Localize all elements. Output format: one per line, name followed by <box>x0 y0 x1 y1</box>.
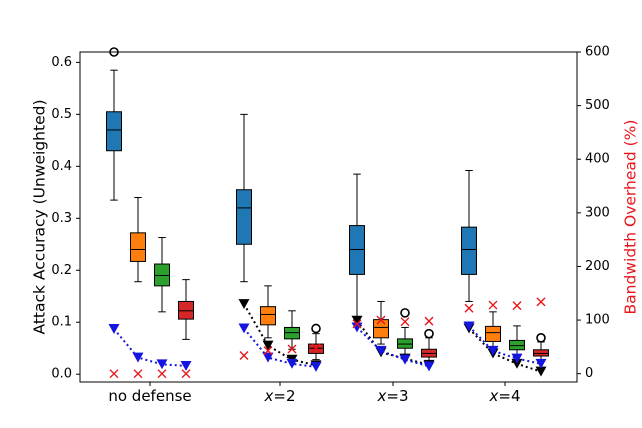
blue-series-point <box>535 358 547 369</box>
y-left-tick-label: 0.2 <box>51 263 72 278</box>
y-right-tick-label: 500 <box>585 98 610 113</box>
black-series-line <box>356 320 430 366</box>
y-right-tick-label: 200 <box>585 259 610 274</box>
overhead-cross <box>424 316 434 326</box>
y-left-tick-label: 0.5 <box>51 107 72 122</box>
black-series-point <box>238 299 250 309</box>
black-series-point <box>262 340 274 351</box>
y-axis-right-label: Bandwidth Overhead (%) <box>622 120 640 315</box>
overhead-cross <box>239 350 249 360</box>
overhead-cross <box>133 369 143 379</box>
blue-series-point <box>262 352 274 363</box>
y-left-tick-label: 0.6 <box>51 55 72 70</box>
overhead-cross <box>311 343 321 353</box>
blue-series-point <box>423 361 435 372</box>
box <box>284 326 300 340</box>
outlier-point <box>400 308 410 318</box>
box <box>485 325 501 342</box>
y-left-tick-label: 0.1 <box>51 315 72 330</box>
blue-series-point <box>238 323 250 334</box>
y-right-tick-label: 100 <box>585 313 610 328</box>
box <box>236 189 252 245</box>
overhead-cross <box>488 300 498 310</box>
blue-series-point <box>511 353 523 364</box>
blue-series-line <box>113 328 187 367</box>
blue-series-line <box>243 327 317 368</box>
blue-series-point <box>132 352 144 363</box>
y-right-tick-label: 0 <box>585 366 593 381</box>
outlier-point <box>536 333 546 343</box>
black-series-point <box>351 315 363 326</box>
y-left-tick-label: 0.4 <box>51 159 72 174</box>
box <box>533 349 549 357</box>
chart-axes: 0.0 0.1 0.2 0.3 0.4 0.5 0.6 0 100 200 300 400 500 600… <box>51 45 610 406</box>
box <box>260 306 276 326</box>
x-tick-label: x=3 <box>376 387 408 405</box>
blue-series-point <box>180 360 192 371</box>
black-series-line <box>243 303 317 367</box>
blue-series-point <box>286 358 298 369</box>
overhead-cross <box>352 319 362 329</box>
y-left-tick-label: 0.0 <box>51 367 72 382</box>
box <box>130 232 146 262</box>
overhead-cross <box>181 369 191 379</box>
blue-series-point <box>463 321 475 332</box>
black-series-point <box>535 366 547 377</box>
overhead-cross <box>512 301 522 311</box>
black-series-point <box>511 358 523 369</box>
overhead-cross <box>536 297 546 307</box>
y-right-tick-label: 300 <box>585 205 610 220</box>
blue-series-line <box>468 325 542 365</box>
box <box>373 319 389 339</box>
box <box>397 338 413 349</box>
black-series-line <box>468 327 542 373</box>
chart-marks <box>106 47 549 379</box>
blue-series-point <box>399 354 411 365</box>
box <box>154 263 170 287</box>
overhead-cross <box>157 369 167 379</box>
box <box>509 339 525 351</box>
box <box>461 226 477 275</box>
box <box>178 300 194 320</box>
overhead-cross <box>464 303 474 313</box>
x-tick-label: x=2 <box>263 387 295 405</box>
blue-series-point <box>108 324 120 334</box>
overhead-cross <box>400 317 410 327</box>
y-axis-left-label: Attack Accuracy (Unweighted) <box>31 100 49 335</box>
plot-frame <box>79 51 578 383</box>
outlier-point <box>311 323 321 334</box>
blue-series-point <box>375 345 387 356</box>
box <box>106 111 122 152</box>
blue-series-point <box>310 361 322 372</box>
overhead-cross <box>109 369 119 379</box>
blue-series-point <box>156 359 168 370</box>
box <box>349 225 365 275</box>
overhead-cross <box>263 346 273 356</box>
y-left-tick-label: 0.3 <box>51 211 72 226</box>
blue-series-point <box>351 322 363 333</box>
blue-series-line <box>356 326 430 368</box>
overhead-cross <box>287 344 297 354</box>
overhead-cross <box>376 315 386 325</box>
x-tick-label: no defense <box>108 387 191 405</box>
y-right-tick-label: 600 <box>585 45 610 60</box>
x-tick-label: x=4 <box>488 387 520 405</box>
outlier-point <box>424 328 434 339</box>
y-right-tick-label: 400 <box>585 152 610 167</box>
blue-series-point <box>487 345 499 356</box>
